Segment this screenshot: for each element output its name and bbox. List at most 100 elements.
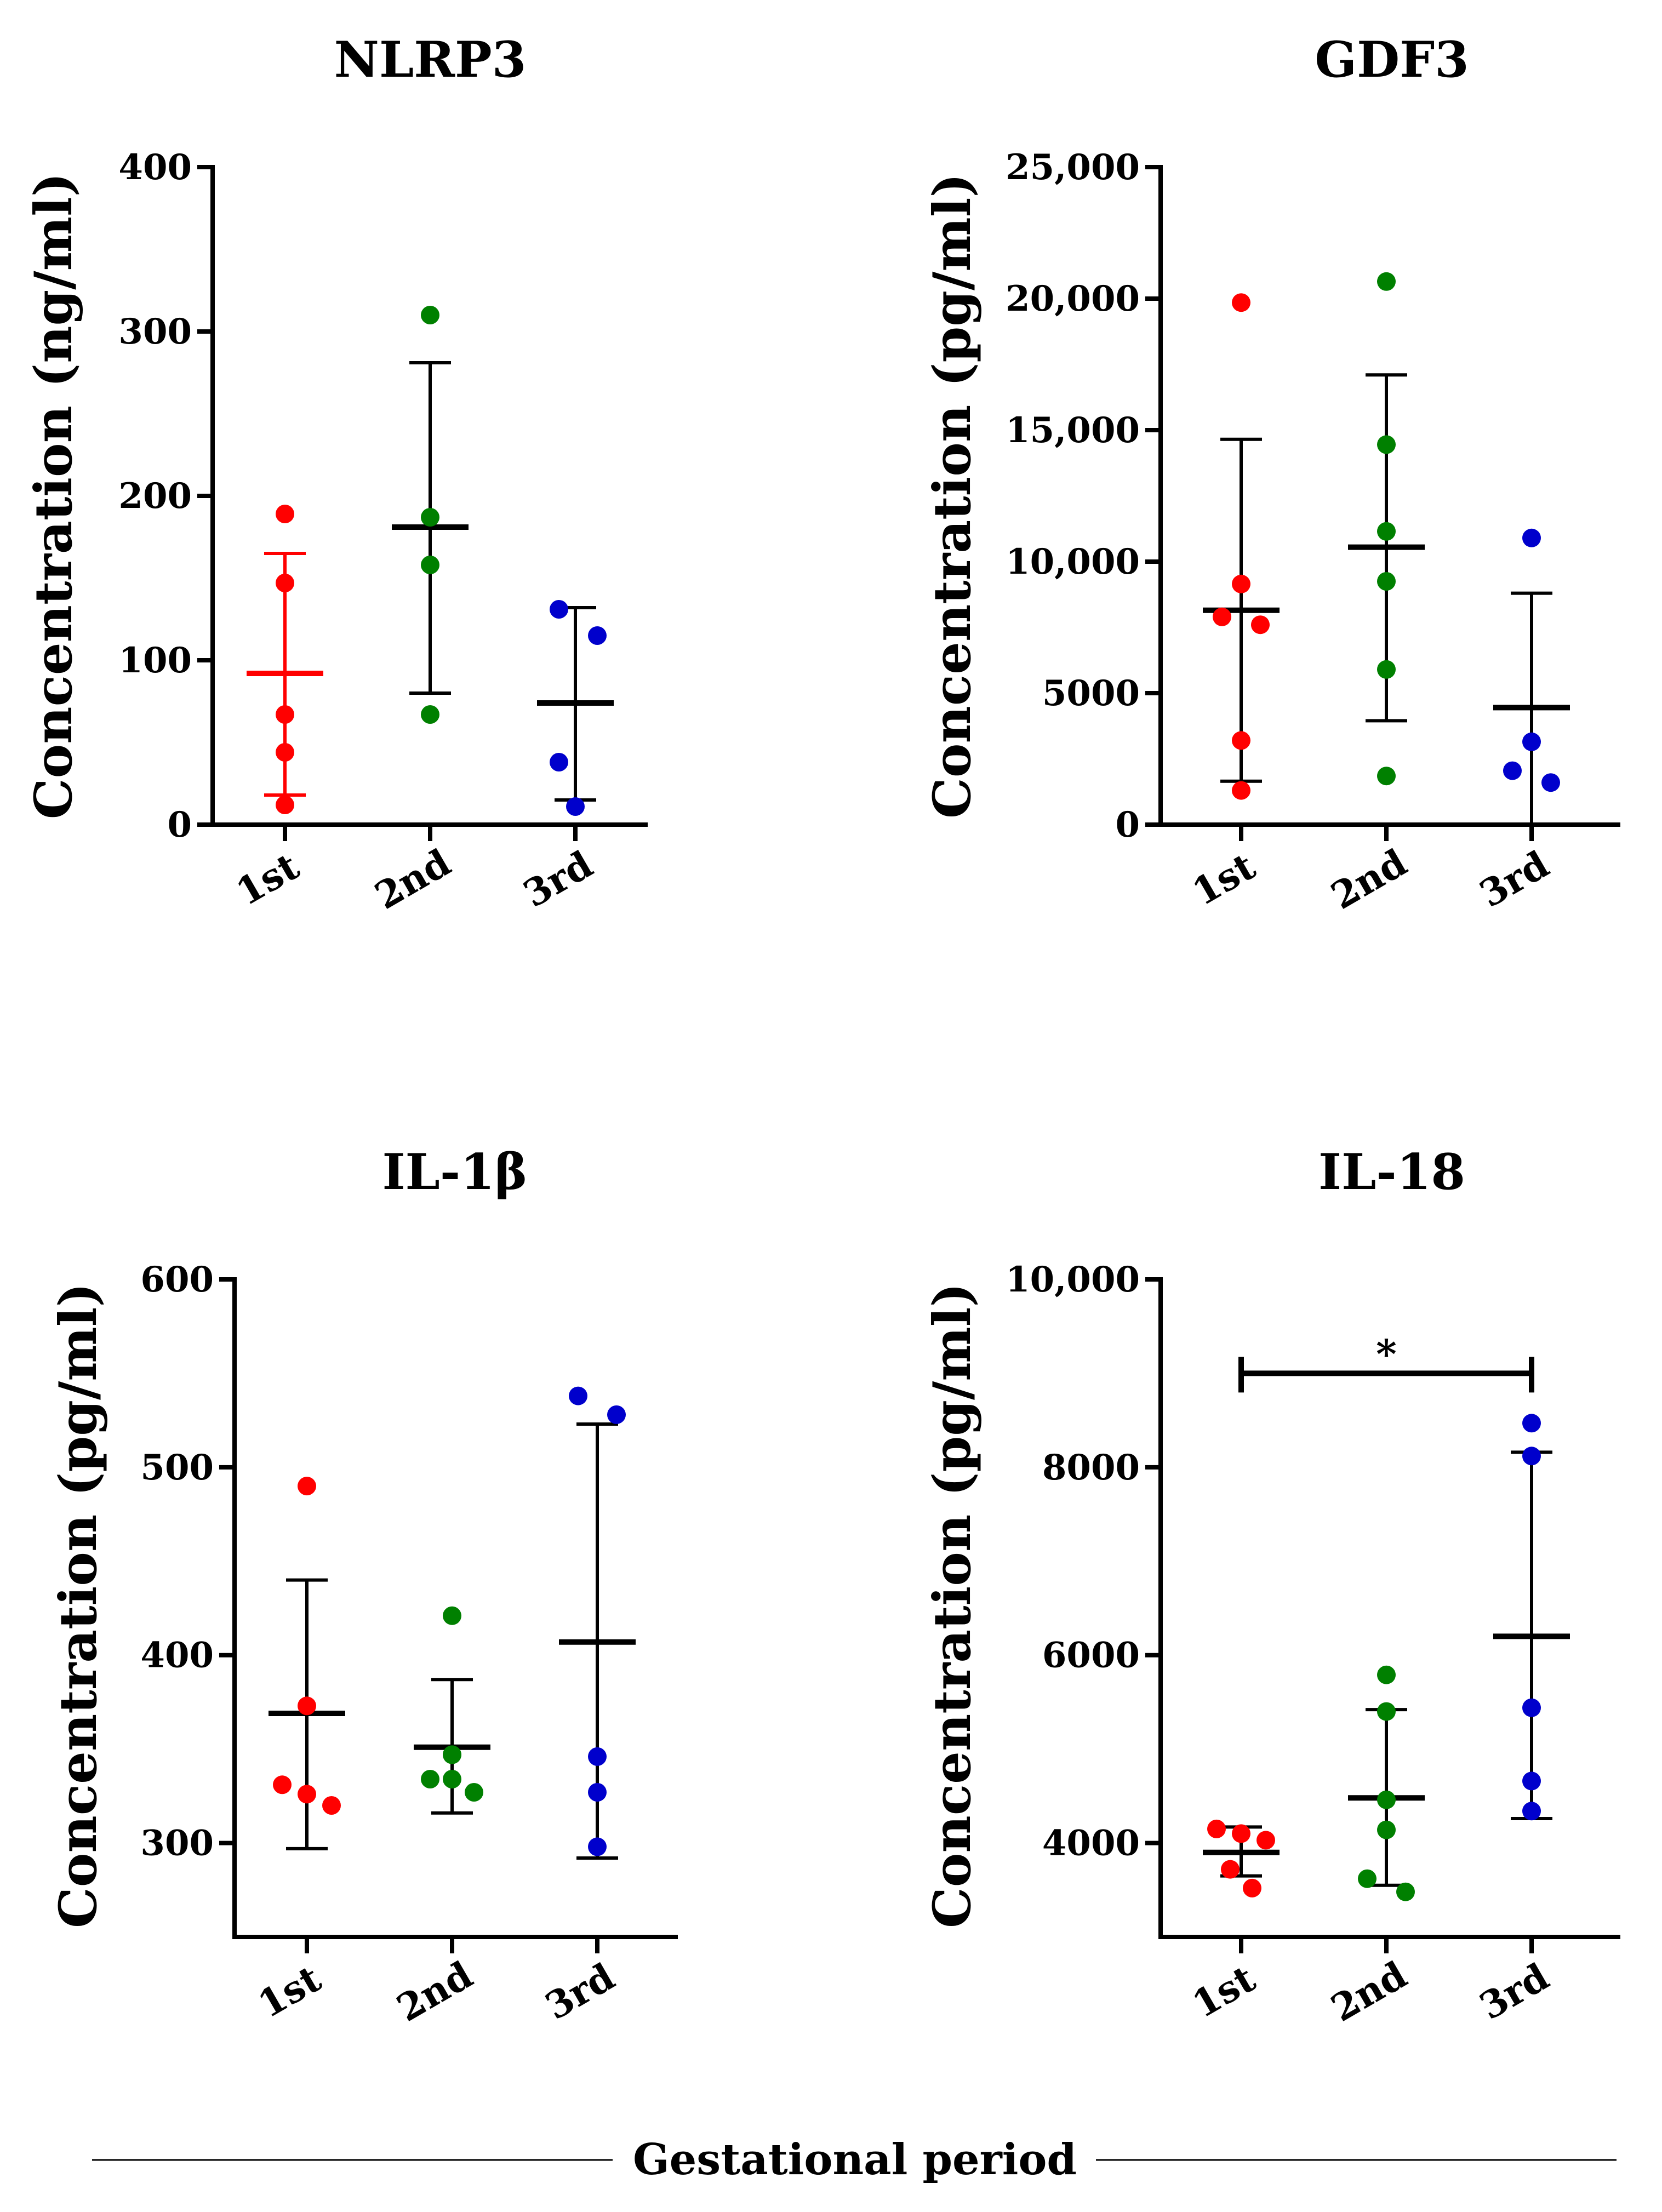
y-tick-label: 100 xyxy=(118,640,192,681)
axis-frame xyxy=(1158,165,1620,827)
y-tick-label: 10,000 xyxy=(1006,541,1140,582)
y-tick-label: 4000 xyxy=(1042,1823,1140,1864)
y-ticks: 4000 6000 8000 10,000 xyxy=(1006,1259,1161,1864)
y-tick-label: 500 xyxy=(140,1447,214,1488)
x-tick-label: 2nd xyxy=(1324,841,1414,918)
y-tick-label: 15,000 xyxy=(1006,410,1140,451)
panel-nlrp3: NLRP3 Concentration (ng/ml) 0 100 200 300 40… xyxy=(24,31,648,918)
data-point xyxy=(1232,1824,1250,1843)
data-point xyxy=(276,743,294,762)
data-point xyxy=(1377,767,1396,786)
data-point xyxy=(1377,1820,1396,1839)
panel-gdf3: GDF3 Concentration (pg/ml) 0 5000 10,000 15… xyxy=(922,31,1620,918)
x-tick-label: 3rd xyxy=(1472,843,1556,917)
data-point xyxy=(566,797,585,816)
data-point xyxy=(1377,1702,1396,1721)
data-point xyxy=(276,796,294,814)
y-tick-label: 5000 xyxy=(1042,673,1140,714)
data-point xyxy=(1377,1790,1396,1809)
data-point xyxy=(1232,574,1250,593)
panel-title: IL-1β xyxy=(382,1143,527,1201)
error-bars xyxy=(247,361,614,802)
data-point xyxy=(421,705,439,724)
data-point xyxy=(1522,732,1541,751)
data-point xyxy=(1232,293,1250,312)
data-point xyxy=(298,1477,316,1496)
x-categories: 1st 2nd 3rd xyxy=(1185,825,1556,918)
error-bars xyxy=(1203,1450,1570,1887)
footer: Gestational period xyxy=(92,2135,1617,2185)
panel-title: NLRP3 xyxy=(334,31,527,89)
data-point xyxy=(1522,1802,1541,1821)
y-tick-label: 25,000 xyxy=(1006,147,1140,188)
y-tick-label: 300 xyxy=(140,1823,214,1864)
y-tick-label: 600 xyxy=(140,1259,214,1300)
data-point xyxy=(276,505,294,523)
y-ticks: 0 100 200 300 400 xyxy=(118,147,213,845)
x-tick-label: 3rd xyxy=(538,1955,622,2029)
data-points xyxy=(1213,272,1560,800)
data-point xyxy=(443,1606,461,1625)
y-tick-label: 0 xyxy=(167,804,192,845)
panel-il18: IL-18 Concentration (pg/ml) 4000 6000 8000… xyxy=(922,1143,1620,2031)
data-point xyxy=(1221,1860,1240,1879)
data-point xyxy=(298,1696,316,1716)
y-tick-label: 300 xyxy=(118,311,192,352)
y-tick-label: 6000 xyxy=(1042,1635,1140,1676)
error-bars xyxy=(269,1422,636,1860)
data-points xyxy=(273,1386,626,1856)
data-point xyxy=(1243,1878,1261,1897)
data-point xyxy=(273,1775,292,1794)
data-point xyxy=(421,508,439,527)
axis-frame xyxy=(232,1277,678,1939)
x-tick-label: 1st xyxy=(251,1957,329,2027)
axis-frame xyxy=(210,165,648,827)
data-point xyxy=(1541,773,1560,792)
data-point xyxy=(1377,1665,1396,1684)
data-point xyxy=(1503,761,1522,780)
data-point xyxy=(1358,1869,1377,1888)
x-categories: 1st 2nd 3rd xyxy=(251,1937,622,2031)
data-point xyxy=(1377,522,1396,541)
axis-frame xyxy=(1158,1277,1620,1939)
x-tick-label: 2nd xyxy=(1324,1953,1414,2030)
x-tick-label: 3rd xyxy=(1472,1955,1556,2029)
data-point xyxy=(443,1770,461,1788)
data-point xyxy=(1522,1698,1541,1717)
data-point xyxy=(1377,572,1396,591)
data-point xyxy=(421,1770,439,1788)
data-point xyxy=(322,1796,341,1815)
x-tick-label: 2nd xyxy=(390,1953,480,2030)
data-point xyxy=(550,600,568,619)
data-points xyxy=(276,306,607,816)
x-tick-label: 1st xyxy=(229,844,307,914)
x-tick-label: 1st xyxy=(1185,844,1263,914)
data-point xyxy=(569,1386,587,1405)
y-tick-label: 400 xyxy=(118,147,192,188)
data-points xyxy=(1207,1414,1541,1901)
data-point xyxy=(1377,435,1396,454)
x-tick-label: 3rd xyxy=(516,843,600,917)
data-point xyxy=(588,626,607,645)
data-point xyxy=(1522,1771,1541,1791)
data-point xyxy=(588,1783,607,1802)
y-axis-label: Concentration (pg/ml) xyxy=(922,173,983,819)
data-point xyxy=(276,574,294,592)
y-tick-label: 200 xyxy=(118,476,192,517)
data-point xyxy=(1232,781,1250,800)
y-tick-label: 400 xyxy=(140,1635,214,1676)
x-categories: 1st 2nd 3rd xyxy=(1185,1937,1556,2031)
y-tick-label: 20,000 xyxy=(1006,278,1140,319)
data-point xyxy=(1522,1414,1541,1433)
data-point xyxy=(1522,1447,1541,1466)
data-point xyxy=(1377,660,1396,679)
y-ticks: 300 400 500 600 xyxy=(140,1259,235,1864)
significance-brackets: * xyxy=(1238,1330,1534,1393)
data-point xyxy=(550,753,568,771)
data-point xyxy=(421,556,439,574)
x-axis-shared-label: Gestational period xyxy=(633,2135,1077,2185)
data-point xyxy=(1251,615,1270,635)
data-point xyxy=(443,1745,461,1764)
data-point xyxy=(1377,272,1396,291)
